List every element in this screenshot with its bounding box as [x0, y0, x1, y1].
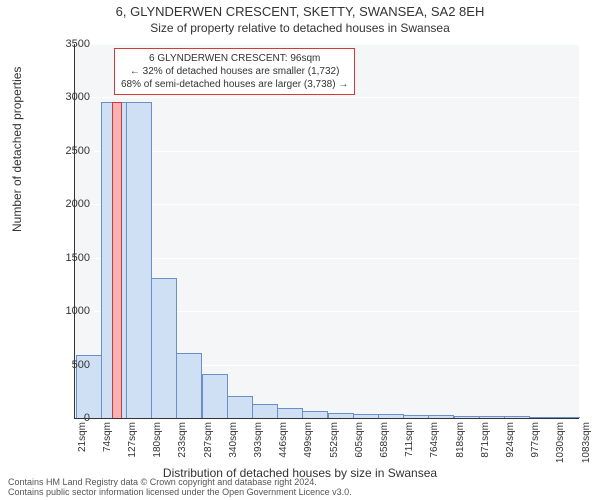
x-tick: 871sqm — [480, 422, 491, 458]
x-tick: 552sqm — [329, 422, 340, 458]
y-tick: 500 — [50, 359, 90, 371]
histogram-bar — [126, 102, 152, 418]
x-tick: 393sqm — [253, 422, 264, 458]
y-tick: 2500 — [50, 145, 90, 157]
x-tick: 340sqm — [228, 422, 239, 458]
histogram-bar — [378, 414, 404, 418]
footnote-line-2: Contains public sector information licen… — [8, 488, 352, 498]
annotation-line-3: 68% of semi-detached houses are larger (… — [121, 78, 348, 91]
footnote: Contains HM Land Registry data © Crown c… — [8, 478, 352, 498]
histogram-bar — [302, 411, 328, 418]
x-tick: 233sqm — [177, 422, 188, 458]
y-tick: 3500 — [50, 38, 90, 50]
histogram-bar — [277, 408, 303, 418]
y-tick: 2000 — [50, 198, 90, 210]
chart-area — [74, 44, 578, 418]
x-tick: 1083sqm — [581, 422, 592, 463]
histogram-bar — [403, 415, 429, 418]
histogram-bar — [353, 414, 379, 418]
x-tick: 764sqm — [429, 422, 440, 458]
histogram-bar — [202, 374, 228, 418]
highlight-bar — [112, 102, 122, 418]
gridline — [75, 97, 579, 98]
x-tick: 658sqm — [379, 422, 390, 458]
annotation-line-1: 6 GLYNDERWEN CRESCENT: 96sqm — [121, 52, 348, 65]
annotation-box: 6 GLYNDERWEN CRESCENT: 96sqm ← 32% of de… — [114, 48, 355, 95]
annotation-line-2: ← 32% of detached houses are smaller (1,… — [121, 65, 348, 78]
histogram-bar — [554, 417, 580, 418]
y-tick: 3000 — [50, 91, 90, 103]
x-tick: 180sqm — [152, 422, 163, 458]
x-tick: 1030sqm — [555, 422, 566, 463]
page-title: 6, GLYNDERWEN CRESCENT, SKETTY, SWANSEA,… — [0, 0, 600, 19]
x-tick: 499sqm — [303, 422, 314, 458]
y-axis-label: Number of detached properties — [10, 67, 24, 232]
histogram-bar — [454, 416, 480, 418]
histogram-bar — [176, 353, 202, 418]
x-tick: 977sqm — [530, 422, 541, 458]
gridline — [75, 44, 579, 45]
histogram-bar — [227, 396, 253, 418]
histogram-bar — [529, 417, 555, 418]
x-tick: 127sqm — [127, 422, 138, 458]
plot-background — [74, 44, 579, 419]
histogram-bar — [151, 278, 177, 418]
x-tick: 74sqm — [102, 422, 113, 452]
histogram-bar — [428, 415, 454, 418]
x-tick: 818sqm — [455, 422, 466, 458]
x-tick: 21sqm — [77, 422, 88, 452]
histogram-bar — [479, 416, 505, 418]
histogram-bar — [504, 416, 530, 418]
page-subtitle: Size of property relative to detached ho… — [0, 19, 600, 35]
histogram-bar — [252, 404, 278, 418]
x-tick: 711sqm — [404, 422, 415, 457]
x-tick: 446sqm — [278, 422, 289, 458]
y-tick: 1000 — [50, 305, 90, 317]
x-tick: 924sqm — [505, 422, 516, 458]
y-tick: 1500 — [50, 252, 90, 264]
x-tick: 287sqm — [203, 422, 214, 458]
histogram-bar — [328, 413, 354, 418]
x-tick: 605sqm — [354, 422, 365, 458]
